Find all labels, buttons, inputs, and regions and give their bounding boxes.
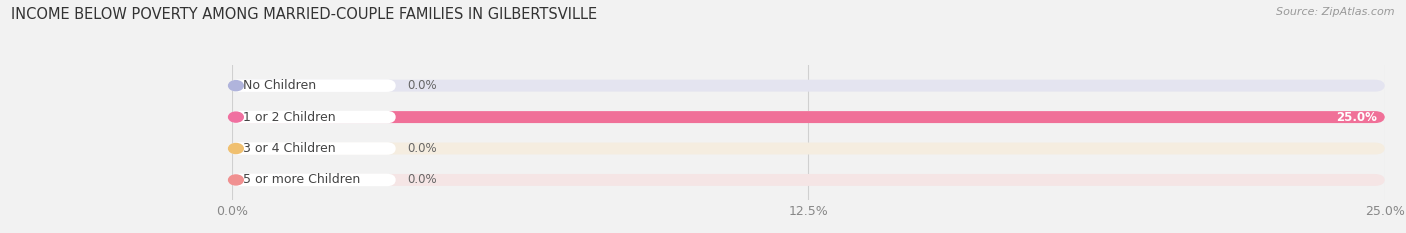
Text: 1 or 2 Children: 1 or 2 Children <box>243 111 336 123</box>
FancyBboxPatch shape <box>232 111 1385 123</box>
FancyBboxPatch shape <box>232 143 1385 154</box>
FancyBboxPatch shape <box>229 79 395 92</box>
Text: 0.0%: 0.0% <box>408 142 437 155</box>
FancyBboxPatch shape <box>232 111 1385 123</box>
Text: Source: ZipAtlas.com: Source: ZipAtlas.com <box>1277 7 1395 17</box>
Circle shape <box>229 81 243 91</box>
FancyBboxPatch shape <box>229 111 395 123</box>
Text: 25.0%: 25.0% <box>1336 111 1376 123</box>
Text: 3 or 4 Children: 3 or 4 Children <box>243 142 336 155</box>
Text: 0.0%: 0.0% <box>408 79 437 92</box>
FancyBboxPatch shape <box>229 174 395 186</box>
Circle shape <box>229 144 243 154</box>
Text: 5 or more Children: 5 or more Children <box>243 173 360 186</box>
FancyBboxPatch shape <box>229 142 395 155</box>
FancyBboxPatch shape <box>232 80 1385 92</box>
Text: No Children: No Children <box>243 79 316 92</box>
FancyBboxPatch shape <box>232 174 1385 186</box>
Circle shape <box>229 112 243 122</box>
Text: INCOME BELOW POVERTY AMONG MARRIED-COUPLE FAMILIES IN GILBERTSVILLE: INCOME BELOW POVERTY AMONG MARRIED-COUPL… <box>11 7 598 22</box>
Circle shape <box>229 175 243 185</box>
Text: 0.0%: 0.0% <box>408 173 437 186</box>
